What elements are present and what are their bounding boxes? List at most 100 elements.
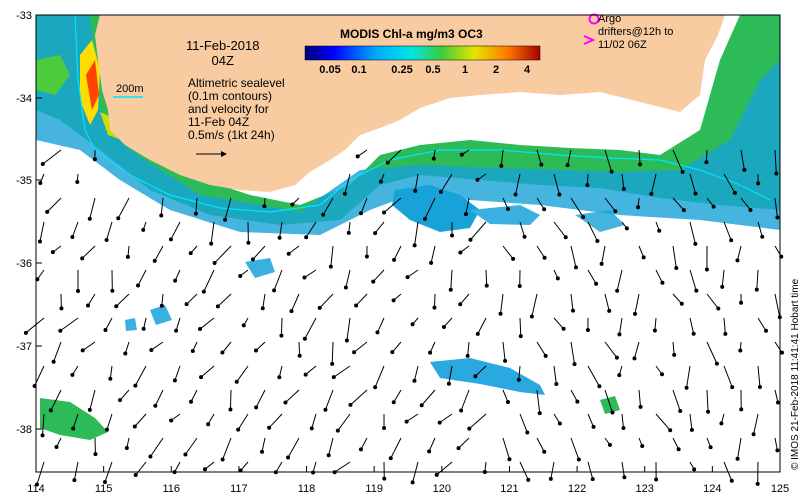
velocity-arrow-head	[234, 379, 239, 384]
velocity-arrow	[756, 269, 759, 290]
velocity-arrow	[346, 317, 351, 341]
latitude-tick-label: -38	[16, 424, 32, 436]
velocity-arrow-head	[323, 407, 328, 412]
velocity-arrow	[170, 221, 181, 240]
velocity-arrow	[467, 341, 470, 356]
velocity-arrow	[407, 269, 419, 278]
velocity-arrow	[421, 389, 436, 406]
velocity-arrow-head	[330, 361, 335, 366]
colorbar-tick: 1	[461, 64, 469, 76]
velocity-arrow-head	[87, 407, 92, 412]
velocity-arrow-head	[45, 209, 50, 214]
velocity-arrow-head	[513, 192, 518, 197]
velocity-arrow-head	[516, 377, 521, 382]
velocity-arrow	[105, 317, 113, 331]
velocity-arrow-head	[459, 152, 464, 157]
velocity-arrow-head	[371, 279, 376, 284]
velocity-arrow	[151, 341, 164, 351]
velocity-arrow	[106, 413, 113, 430]
velocity-arrow	[604, 149, 613, 172]
velocity-arrow	[753, 413, 759, 435]
velocity-arrow	[154, 389, 164, 407]
velocity-arrow	[414, 221, 419, 246]
velocity-arrow-head	[668, 428, 673, 433]
velocity-arrow	[736, 245, 742, 261]
description-line: 0.5m/s (1kt 24h)	[188, 128, 275, 142]
velocity-arrow	[117, 197, 130, 219]
velocity-arrow	[287, 437, 300, 458]
velocity-arrow-head	[290, 202, 295, 207]
velocity-arrow-head	[153, 403, 158, 408]
velocity-arrow-head	[614, 355, 619, 360]
velocity-arrow	[689, 413, 693, 430]
description-line: 11-Feb 04Z	[188, 115, 250, 129]
velocity-arrow	[587, 365, 600, 387]
velocity-arrow-head	[649, 191, 654, 196]
velocity-arrow-head	[730, 385, 735, 390]
velocity-arrow-head	[775, 400, 780, 405]
velocity-arrow	[536, 149, 542, 165]
velocity-arrow	[71, 221, 79, 238]
velocity-arrow	[621, 413, 624, 429]
velocity-arrow-head	[573, 265, 578, 270]
velocity-arrow-head	[638, 404, 643, 409]
velocity-arrow-head	[621, 186, 626, 191]
velocity-arrow-head	[404, 419, 409, 424]
velocity-arrow-head	[378, 179, 383, 184]
velocity-arrow-head	[511, 256, 516, 261]
velocity-arrow-head	[704, 267, 709, 272]
velocity-arrow-head	[348, 402, 353, 407]
velocity-arrow	[344, 173, 351, 194]
velocity-arrow	[774, 341, 783, 353]
velocity-arrow-head	[104, 427, 109, 432]
date-label: 11-Feb-2018 04Z	[186, 38, 259, 68]
colorbar-tick: 0.5	[425, 64, 441, 76]
velocity-arrow-head	[419, 403, 424, 408]
velocity-arrow	[672, 293, 683, 305]
velocity-arrow-head	[607, 442, 612, 447]
velocity-arrow-head	[507, 457, 512, 462]
velocity-arrow-head	[34, 482, 39, 487]
velocity-arrow-head	[159, 303, 164, 308]
velocity-arrow-head	[518, 334, 523, 339]
velocity-arrow	[229, 389, 232, 410]
velocity-arrow-head	[342, 191, 347, 196]
velocity-arrow-head	[373, 231, 378, 236]
velocity-arrow-head	[557, 421, 562, 426]
velocity-arrow	[536, 341, 547, 357]
velocity-arrow-head	[732, 190, 737, 195]
velocity-arrow-head	[575, 399, 580, 404]
velocity-arrow-head	[473, 374, 478, 379]
velocity-arrow	[439, 413, 453, 424]
velocity-arrow	[119, 389, 130, 401]
velocity-arrow	[672, 197, 685, 211]
velocity-arrow-head	[748, 207, 753, 212]
velocity-arrow	[319, 293, 334, 309]
velocity-arrow	[184, 437, 198, 455]
velocity-arrow-head	[475, 331, 480, 336]
velocity-arrow	[723, 173, 736, 194]
velocity-arrow	[87, 293, 96, 306]
velocity-arrow	[502, 341, 506, 361]
velocity-arrow-head	[209, 241, 214, 246]
velocity-arrow	[440, 173, 453, 193]
date-line-2: 04Z	[211, 53, 234, 68]
velocity-arrow-head	[739, 300, 744, 305]
velocity-arrow-head	[621, 426, 626, 431]
velocity-arrow-head	[529, 314, 534, 319]
velocity-arrow-head	[311, 470, 316, 475]
velocity-arrow-head	[335, 428, 340, 433]
velocity-arrow-head	[87, 216, 92, 221]
velocity-arrow	[268, 413, 283, 429]
velocity-arrow-head	[432, 305, 437, 310]
velocity-arrow	[550, 461, 555, 480]
velocity-arrow-head	[555, 276, 560, 281]
velocity-arrow-head	[458, 250, 463, 255]
velocity-arrow	[337, 413, 351, 431]
velocity-arrow	[160, 197, 164, 216]
velocity-arrow	[372, 269, 385, 282]
velocity-arrow-head	[148, 454, 153, 459]
velocity-arrow-head	[262, 204, 267, 209]
velocity-arrow	[470, 221, 487, 241]
velocity-arrow-head	[617, 332, 622, 337]
